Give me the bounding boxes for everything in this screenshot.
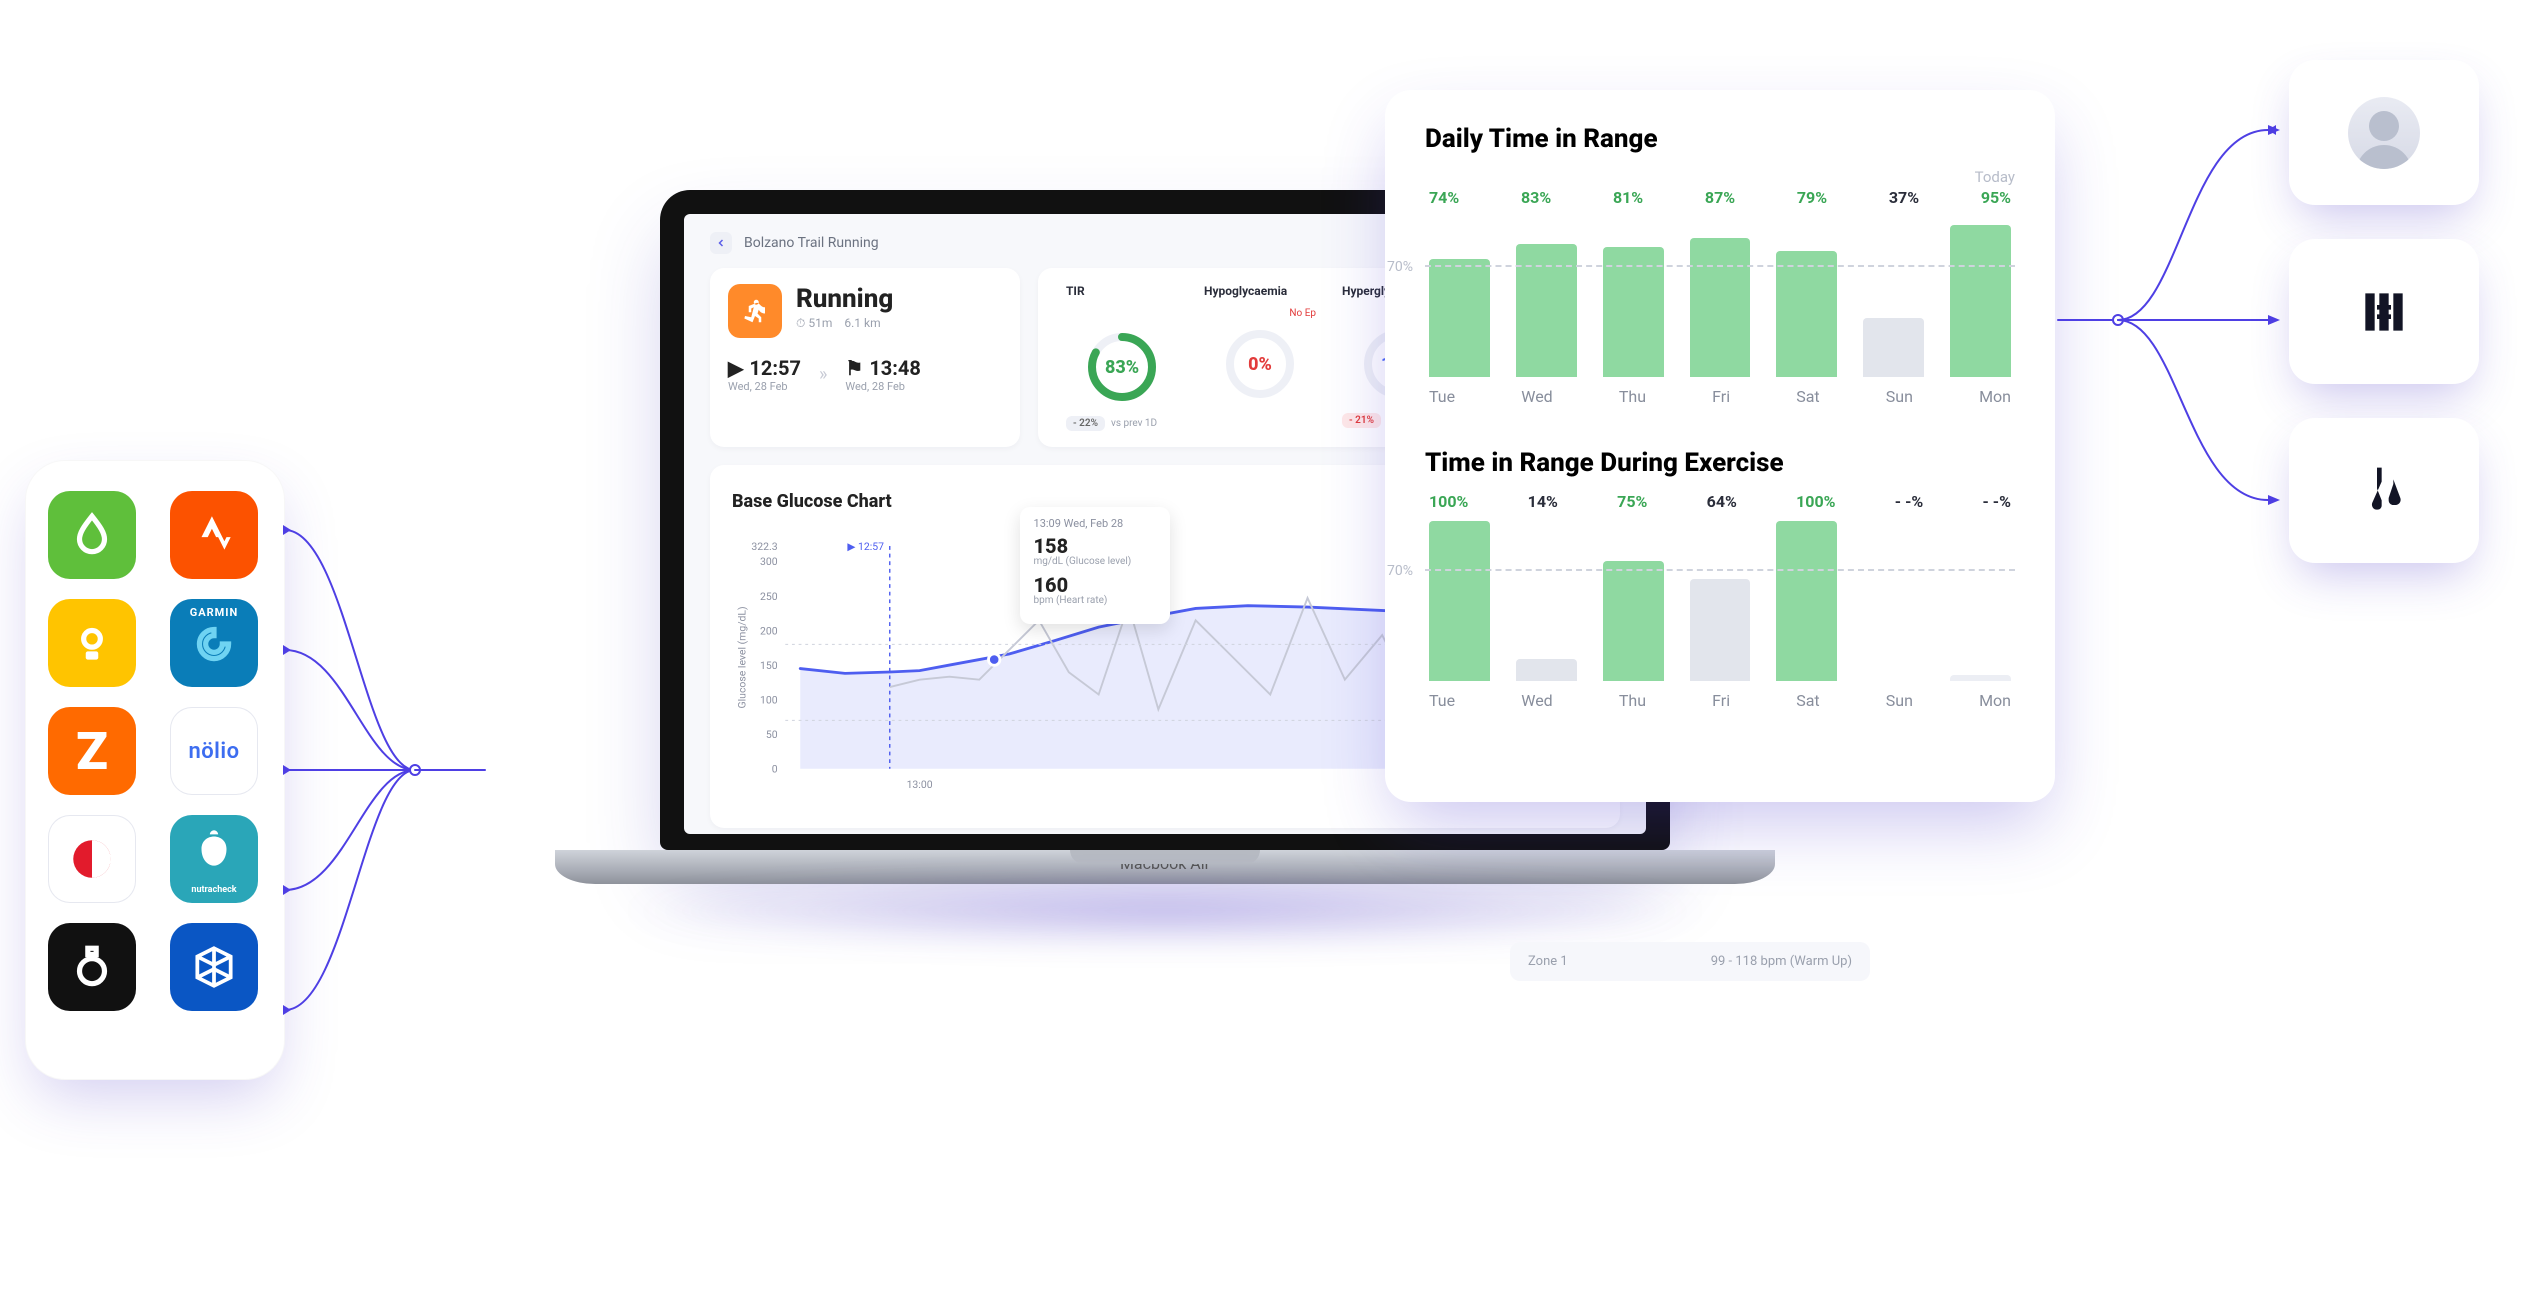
output-lab bbox=[2289, 418, 2479, 563]
app-supersapiens bbox=[48, 815, 136, 903]
time-separator: » bbox=[819, 364, 827, 385]
output-records bbox=[2289, 239, 2479, 384]
chart-title: Base Glucose Chart bbox=[732, 491, 892, 512]
app-myfitnesspal bbox=[170, 923, 258, 1011]
svg-text:0: 0 bbox=[772, 763, 778, 776]
output-doctor bbox=[2289, 60, 2479, 205]
records-icon bbox=[2356, 284, 2412, 340]
end-time: ⚑ 13:48 Wed, 28 Feb bbox=[845, 356, 920, 393]
app-abbott bbox=[48, 599, 136, 687]
svg-text:322.3: 322.3 bbox=[751, 540, 777, 553]
clock-icon: ⏱ 51m bbox=[796, 316, 832, 331]
svg-text:200: 200 bbox=[760, 624, 778, 637]
svg-text:250: 250 bbox=[760, 590, 778, 603]
svg-text:50: 50 bbox=[766, 728, 778, 741]
app-strava bbox=[170, 491, 258, 579]
activity-title: Running bbox=[796, 284, 893, 314]
metric-tir: TIR83%- 22%vs prev 1D bbox=[1056, 284, 1188, 431]
svg-text:13:00: 13:00 bbox=[907, 778, 933, 791]
app-nutracheck: nutracheck bbox=[170, 815, 258, 903]
tir-card: Daily Time in Range Today74%83%81%87%79%… bbox=[1385, 90, 2055, 802]
running-icon bbox=[728, 284, 782, 338]
output-stack bbox=[2289, 60, 2479, 563]
svg-text:Glucose level (mg/dL): Glucose level (mg/dL) bbox=[735, 606, 748, 708]
tir-daily-title: Daily Time in Range bbox=[1425, 124, 2015, 154]
tir-exercise-chart: 100%14%75%64%100%- -%- -%70%TueWedThuFri… bbox=[1425, 492, 2015, 742]
svg-text:150: 150 bbox=[760, 659, 778, 672]
svg-text:300: 300 bbox=[760, 555, 778, 568]
app-nolio: nölio bbox=[170, 707, 258, 795]
svg-text:100: 100 bbox=[760, 693, 778, 706]
integrations-card: GARMIN Znölio nutracheck bbox=[25, 460, 285, 1080]
start-time: ▶ 12:57 Wed, 28 Feb bbox=[728, 356, 801, 393]
app-garmin: GARMIN bbox=[170, 599, 258, 687]
back-button[interactable] bbox=[710, 232, 732, 254]
app-dexcom bbox=[48, 491, 136, 579]
distance: 6.1 km bbox=[844, 316, 880, 331]
app-zwift: Z bbox=[48, 707, 136, 795]
zone-row: Zone 199 - 118 bpm (Warm Up) bbox=[1510, 942, 1870, 981]
app-oura bbox=[48, 923, 136, 1011]
activity-card: Running ⏱ 51m 6.1 km ▶ 12:57 Wed, 28 Feb bbox=[710, 268, 1020, 447]
svg-text:▶ 12:57: ▶ 12:57 bbox=[847, 540, 884, 553]
lab-icon bbox=[2356, 463, 2412, 519]
tir-exercise-title: Time in Range During Exercise bbox=[1425, 448, 2015, 478]
tir-daily-chart: Today74%83%81%87%79%37%95%70%TueWedThuFr… bbox=[1425, 168, 2015, 418]
breadcrumb: Bolzano Trail Running bbox=[744, 235, 879, 251]
metric-hypoglycaemia: HypoglycaemiaNo Ep0% bbox=[1194, 284, 1326, 431]
chart-tooltip: 13:09 Wed, Feb 28158mg/dL (Glucose level… bbox=[1020, 507, 1170, 624]
right-connector bbox=[2058, 100, 2288, 540]
avatar-icon bbox=[2348, 97, 2420, 169]
